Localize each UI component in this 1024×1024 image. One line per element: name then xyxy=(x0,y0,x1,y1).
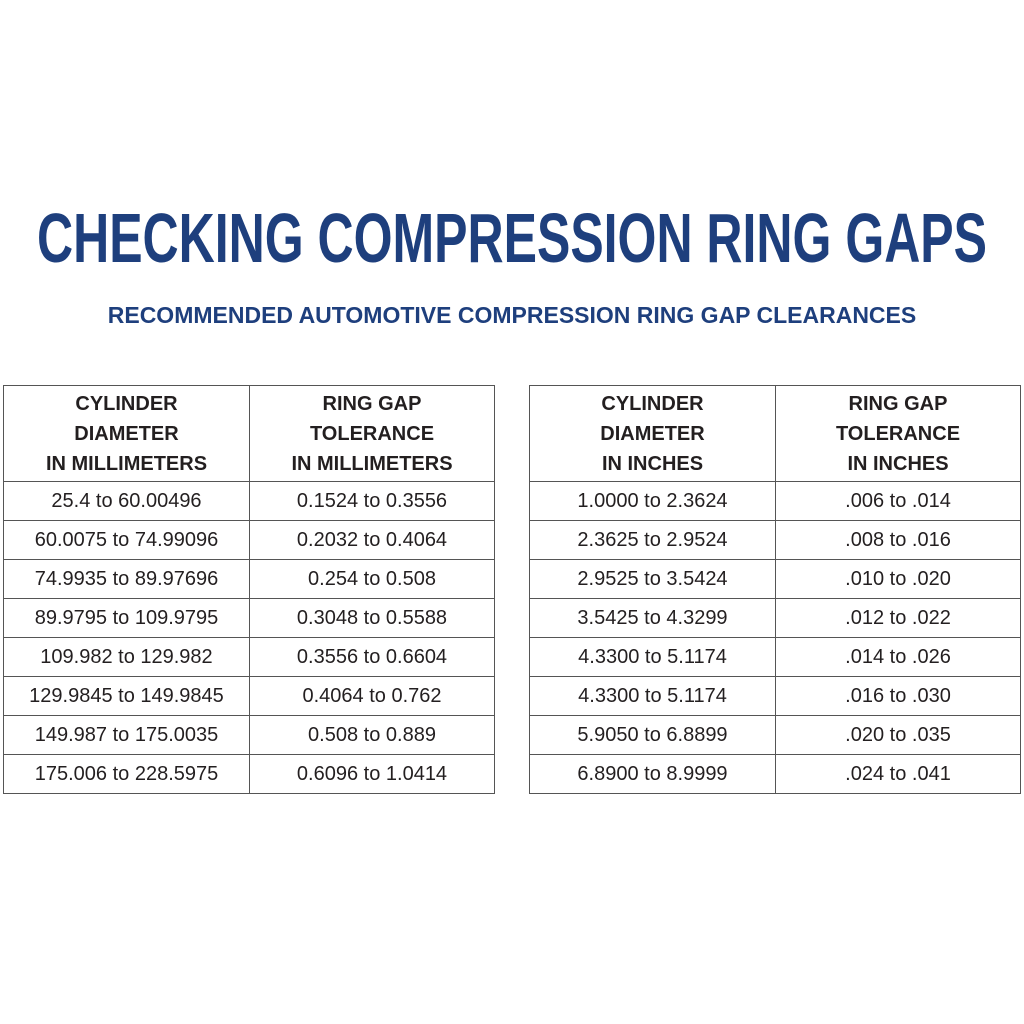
table-row: 109.982 to 129.982 0.3556 to 0.6604 xyxy=(3,637,495,677)
table-row: 149.987 to 175.0035 0.508 to 0.889 xyxy=(3,715,495,755)
ring-gap-tolerance-cell: .008 to .016 xyxy=(775,520,1021,560)
column-header-line: RING GAP xyxy=(322,392,422,415)
column-header-line: IN MILLIMETERS xyxy=(291,452,453,475)
cylinder-diameter-cell: 109.982 to 129.982 xyxy=(3,637,250,677)
column-header: RING GAP TOLERANCE IN INCHES xyxy=(775,385,1021,482)
column-header-line: TOLERANCE xyxy=(835,422,961,445)
ring-gap-tolerance-cell: .012 to .022 xyxy=(775,598,1021,638)
table-header-row: CYLINDER DIAMETER IN INCHES RING GAP TOLERAN… xyxy=(529,385,1021,482)
ring-gap-tolerance-cell: 0.508 to 0.889 xyxy=(249,715,495,755)
table-row: 60.0075 to 74.99096 0.2032 to 0.4064 xyxy=(3,520,495,560)
cylinder-diameter-cell: 2.3625 to 2.9524 xyxy=(529,520,776,560)
column-header-line: CYLINDER xyxy=(601,392,704,415)
table-row: 89.9795 to 109.9795 0.3048 to 0.5588 xyxy=(3,598,495,638)
column-header-line: DIAMETER xyxy=(600,422,705,445)
table-header-row: CYLINDER DIAMETER IN MILLIMETERS RING GAP TO… xyxy=(3,385,495,482)
table-row: 175.006 to 228.5975 0.6096 to 1.0414 xyxy=(3,754,495,794)
ring-gap-tolerance-cell: .020 to .035 xyxy=(775,715,1021,755)
table-row: 129.9845 to 149.9845 0.4064 to 0.762 xyxy=(3,676,495,716)
metric-ring-gap-table: CYLINDER DIAMETER IN MILLIMETERS RING GAP TO… xyxy=(3,385,495,794)
column-header: RING GAP TOLERANCE IN MILLIMETERS xyxy=(249,385,495,482)
ring-gap-tolerance-cell: .024 to .041 xyxy=(775,754,1021,794)
page-subtitle: RECOMMENDED AUTOMOTIVE COMPRESSION RING … xyxy=(107,302,917,328)
column-header: CYLINDER DIAMETER IN MILLIMETERS xyxy=(3,385,250,482)
ring-gap-tolerance-cell: 0.3556 to 0.6604 xyxy=(249,637,495,677)
cylinder-diameter-cell: 5.9050 to 6.8899 xyxy=(529,715,776,755)
ring-gap-tolerance-cell: 0.6096 to 1.0414 xyxy=(249,754,495,794)
cylinder-diameter-cell: 4.3300 to 5.1174 xyxy=(529,676,776,716)
cylinder-diameter-cell: 2.9525 to 3.5424 xyxy=(529,559,776,599)
cylinder-diameter-cell: 149.987 to 175.0035 xyxy=(3,715,250,755)
cylinder-diameter-cell: 6.8900 to 8.9999 xyxy=(529,754,776,794)
imperial-ring-gap-table: CYLINDER DIAMETER IN INCHES RING GAP TOLERAN… xyxy=(529,385,1021,794)
column-header-line: TOLERANCE xyxy=(309,422,435,445)
table-row: 6.8900 to 8.9999.024 to .041 xyxy=(529,754,1021,794)
ring-gap-tolerance-cell: 0.254 to 0.508 xyxy=(249,559,495,599)
column-header: CYLINDER DIAMETER IN INCHES xyxy=(529,385,776,482)
ring-gap-tolerance-cell: 0.1524 to 0.3556 xyxy=(249,481,495,521)
column-header-line: RING GAP xyxy=(848,392,948,415)
column-header-line: IN INCHES xyxy=(847,452,949,475)
column-header-line: IN INCHES xyxy=(601,452,704,475)
table-row: 5.9050 to 6.8899.020 to .035 xyxy=(529,715,1021,755)
cylinder-diameter-cell: 1.0000 to 2.3624 xyxy=(529,481,776,521)
cylinder-diameter-cell: 175.006 to 228.5975 xyxy=(3,754,250,794)
cylinder-diameter-cell: 129.9845 to 149.9845 xyxy=(3,676,250,716)
cylinder-diameter-cell: 3.5425 to 4.3299 xyxy=(529,598,776,638)
table-row: 74.9935 to 89.97696 0.254 to 0.508 xyxy=(3,559,495,599)
cylinder-diameter-cell: 74.9935 to 89.97696 xyxy=(3,559,250,599)
ring-gap-tolerance-cell: .010 to .020 xyxy=(775,559,1021,599)
table-row: 25.4 to 60.00496 0.1524 to 0.3556 xyxy=(3,481,495,521)
table-row: 2.9525 to 3.5424.010 to .020 xyxy=(529,559,1021,599)
column-header-line: IN MILLIMETERS xyxy=(45,452,208,475)
page-title-text: CHECKING COMPRESSION RING GAPS xyxy=(37,199,987,277)
page-title: CHECKING COMPRESSION RING GAPS xyxy=(37,199,987,277)
ring-gap-tolerance-cell: .014 to .026 xyxy=(775,637,1021,677)
ring-gap-tolerance-cell: 0.3048 to 0.5588 xyxy=(249,598,495,638)
table-row: 4.3300 to 5.1174.014 to .026 xyxy=(529,637,1021,677)
cylinder-diameter-cell: 89.9795 to 109.9795 xyxy=(3,598,250,638)
ring-gap-tolerance-cell: 0.2032 to 0.4064 xyxy=(249,520,495,560)
cylinder-diameter-cell: 60.0075 to 74.99096 xyxy=(3,520,250,560)
table-row: 4.3300 to 5.1174.016 to .030 xyxy=(529,676,1021,716)
ring-gap-tolerance-cell: 0.4064 to 0.762 xyxy=(249,676,495,716)
cylinder-diameter-cell: 4.3300 to 5.1174 xyxy=(529,637,776,677)
column-header-line: DIAMETER xyxy=(74,422,179,445)
table-row: 2.3625 to 2.9524.008 to .016 xyxy=(529,520,1021,560)
ring-gap-tolerance-cell: .016 to .030 xyxy=(775,676,1021,716)
column-header-line: CYLINDER xyxy=(75,392,178,415)
table-row: 1.0000 to 2.3624.006 to .014 xyxy=(529,481,1021,521)
ring-gap-tolerance-cell: .006 to .014 xyxy=(775,481,1021,521)
cylinder-diameter-cell: 25.4 to 60.00496 xyxy=(3,481,250,521)
table-row: 3.5425 to 4.3299.012 to .022 xyxy=(529,598,1021,638)
